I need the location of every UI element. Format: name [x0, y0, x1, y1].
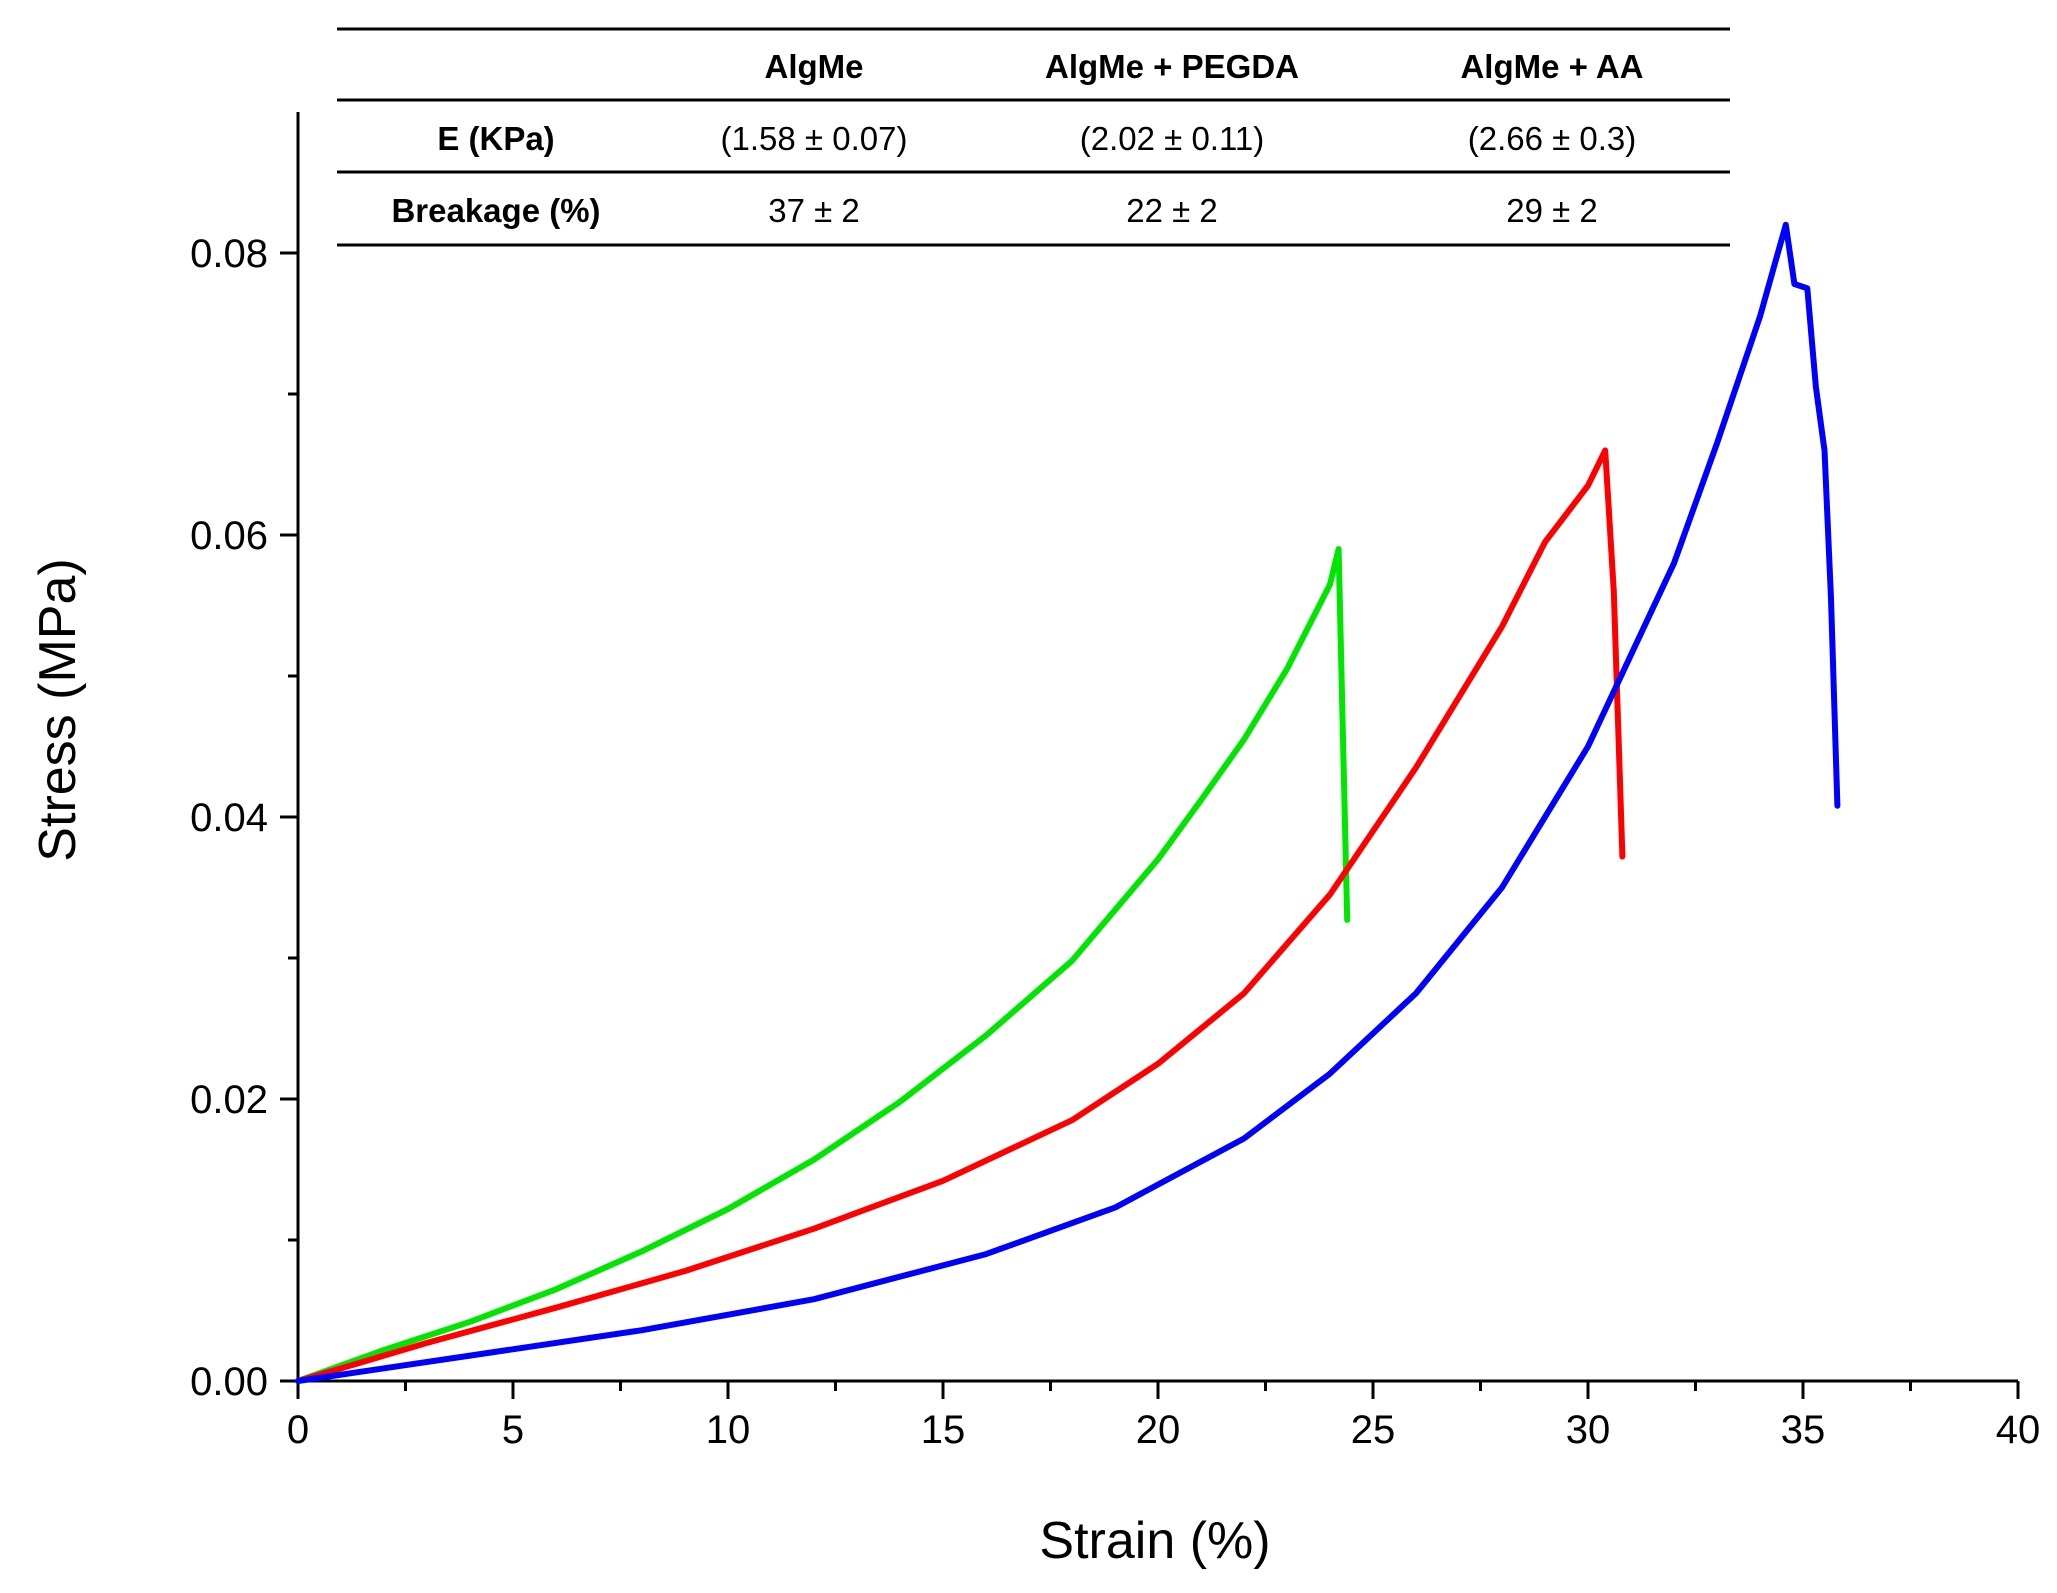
x-tick-label: 15	[921, 1408, 966, 1452]
table-header-algme-pegda: AlgMe + PEGDA	[1045, 48, 1299, 85]
series-line-algme	[295, 221, 1841, 1384]
table-header-algme: AlgMe	[765, 48, 864, 85]
x-tick-label: 30	[1566, 1408, 1611, 1452]
table-cell-breakage-algme: 37 ± 2	[768, 192, 860, 229]
x-tick-label: 20	[1136, 1408, 1181, 1452]
series-layer	[295, 221, 1841, 1384]
table-cell-modulus-aa: (2.66 ± 0.3)	[1468, 120, 1637, 157]
y-tick-label: 0.02	[190, 1078, 268, 1122]
table-header-algme-aa: AlgMe + AA	[1460, 48, 1643, 85]
y-tick-label: 0.00	[190, 1360, 268, 1404]
table-cell-modulus-algme: (1.58 ± 0.07)	[721, 120, 908, 157]
x-tick-label: 25	[1351, 1408, 1396, 1452]
y-tick-label: 0.04	[190, 796, 268, 840]
series-line-algme-pegda	[295, 546, 1351, 1384]
y-tick-label: 0.08	[190, 232, 268, 276]
table-cell-breakage-pegda: 22 ± 2	[1126, 192, 1218, 229]
series-line-algme-aa	[295, 447, 1626, 1384]
table-row-label-breakage: Breakage (%)	[391, 192, 600, 229]
table-cell-breakage-aa: 29 ± 2	[1506, 192, 1598, 229]
y-axis-ticks: 0.00 0.02 0.04 0.06 0.08	[190, 232, 298, 1404]
x-tick-label: 40	[1996, 1408, 2041, 1452]
x-tick-label: 10	[706, 1408, 751, 1452]
x-tick-label: 5	[502, 1408, 524, 1452]
y-tick-label: 0.06	[190, 514, 268, 558]
x-axis-title: Strain (%)	[1039, 1512, 1270, 1570]
table-cell-modulus-pegda: (2.02 ± 0.11)	[1080, 120, 1264, 157]
properties-table: AlgMe AlgMe + PEGDA AlgMe + AA E (KPa) (…	[337, 27, 1730, 247]
x-tick-label: 35	[1781, 1408, 1826, 1452]
x-axis-ticks: 0 5 10 15 20 25 30 35 40	[287, 1381, 2040, 1452]
x-tick-label: 0	[287, 1408, 309, 1452]
table-row-label-modulus: E (KPa)	[437, 120, 554, 157]
y-axis-title: Stress (MPa)	[29, 558, 87, 861]
